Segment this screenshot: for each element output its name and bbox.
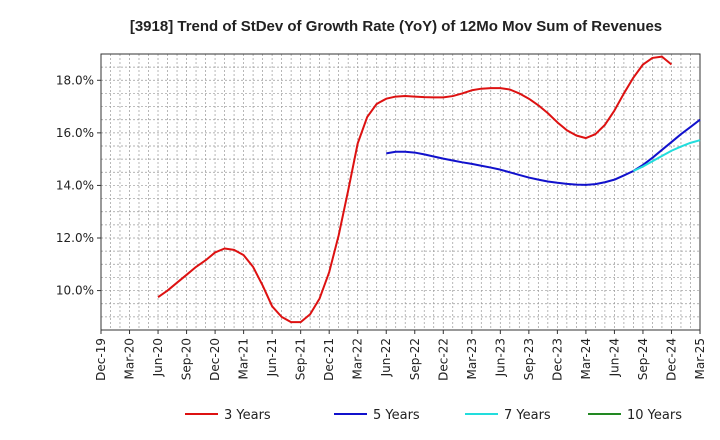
- x-tick-label: Dec-22: [436, 338, 450, 381]
- x-tick-label: Dec-19: [94, 338, 108, 381]
- plot-area: 10.0% 12.0% 14.0% 16.0% 18.0% Dec-19 Mar-20 Jun…: [56, 53, 707, 381]
- series-line-3-years: [157, 55, 673, 324]
- x-tick-label: Mar-20: [123, 338, 137, 379]
- legend-label: 10 Years: [627, 408, 682, 423]
- x-tick-label: Sep-24: [636, 338, 650, 380]
- x-tick-label: Dec-20: [208, 338, 222, 381]
- x-tick-label: Dec-23: [550, 338, 564, 381]
- series-line-5-years: [386, 118, 701, 186]
- legend-label: 3 Years: [224, 408, 271, 423]
- y-tick-label: 18.0%: [56, 73, 94, 87]
- x-tick-label: Dec-21: [322, 338, 336, 381]
- plot-background: [101, 54, 700, 330]
- x-tick-label: Jun-23: [493, 338, 507, 377]
- x-tick-label: Mar-23: [465, 338, 479, 379]
- x-tick-label: Mar-25: [693, 338, 707, 379]
- legend-label: 5 Years: [373, 408, 420, 423]
- y-tick-label: 14.0%: [56, 178, 94, 192]
- legend: 3 Years 5 Years 7 Years 10 Years: [185, 408, 682, 423]
- x-tick-label: Jun-24: [607, 338, 621, 377]
- x-tick-label: Jun-21: [265, 338, 279, 377]
- x-tick-label: Sep-20: [180, 338, 194, 380]
- y-tick-label: 10.0%: [56, 284, 94, 298]
- x-tick-label: Mar-21: [237, 338, 251, 379]
- series-line-7-years: [632, 139, 701, 172]
- legend-label: 7 Years: [504, 408, 551, 423]
- x-tick-label: Mar-24: [579, 338, 593, 379]
- x-tick-label: Sep-21: [294, 338, 308, 380]
- x-tick-label: Jun-22: [379, 338, 393, 377]
- x-tick-label: Sep-22: [408, 338, 422, 380]
- x-tick-label: Dec-24: [664, 338, 678, 381]
- y-tick-label: 16.0%: [56, 126, 94, 140]
- x-tick-label: Mar-22: [351, 338, 365, 379]
- plot-border: [100, 53, 701, 331]
- x-tick-label: Jun-20: [151, 338, 165, 377]
- x-tick-label: Sep-23: [522, 338, 536, 380]
- chart-title: [3918] Trend of StDev of Growth Rate (Yo…: [130, 18, 662, 35]
- y-tick-label: 12.0%: [56, 231, 94, 245]
